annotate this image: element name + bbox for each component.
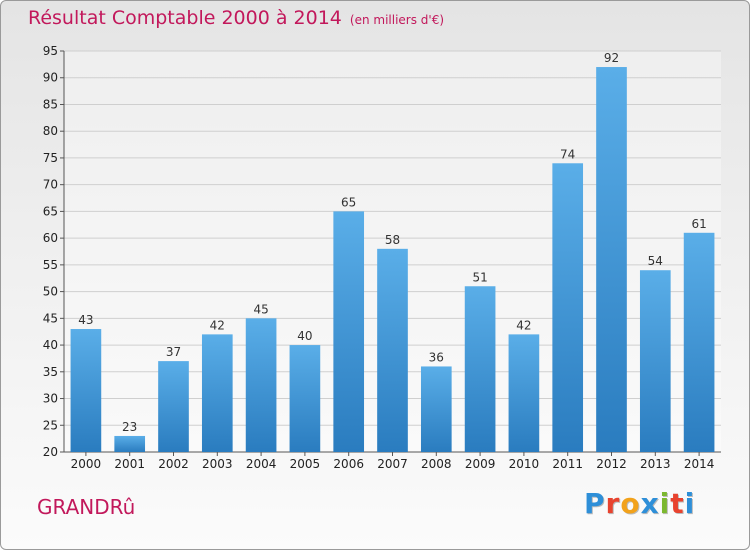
bar-2012 [596,67,627,452]
x-tick-label-2001: 2001 [114,457,145,471]
y-tick-label-95: 95 [43,44,58,58]
y-tick-label-90: 90 [43,71,58,85]
logo-letter: i [684,487,696,520]
bar-2005 [289,345,321,452]
x-tick-label-2013: 2013 [640,457,671,471]
value-label-2011: 74 [560,147,575,161]
value-label-2008: 36 [429,350,444,364]
value-label-2000: 43 [78,313,93,327]
bar-2001 [114,435,146,452]
value-label-2001: 23 [122,420,137,434]
bar-2004 [245,318,277,452]
value-label-2005: 40 [297,329,312,343]
y-tick-label-80: 80 [43,124,58,138]
logo-letter: i [659,487,671,520]
chart-title: Résultat Comptable 2000 à 2014 (en millie… [28,7,444,29]
x-tick-label-2002: 2002 [158,457,189,471]
y-tick-label-35: 35 [43,365,58,379]
value-label-2007: 58 [385,233,400,247]
bar-2009 [464,286,496,452]
bar-2008 [420,366,452,452]
logo-letter: t [670,487,685,520]
commune-name: GRANDRû [37,495,136,519]
bar-2002 [158,361,189,452]
bar-2006 [333,211,365,452]
value-label-2010: 42 [516,318,531,332]
y-tick-label-60: 60 [43,231,58,245]
x-tick-label-2004: 2004 [246,457,277,471]
proxiti-logo: Proxiti [584,487,695,520]
x-tick-label-2003: 2003 [202,457,233,471]
value-label-2004: 45 [253,302,268,316]
x-tick-label-2009: 2009 [465,457,496,471]
y-tick-label-85: 85 [43,97,58,111]
value-label-2002: 37 [166,345,181,359]
chart-title-text: Résultat Comptable 2000 à 2014 [28,7,342,29]
x-tick-label-2000: 2000 [71,457,102,471]
bar-2013 [639,270,671,452]
x-tick-label-2010: 2010 [509,457,540,471]
bar-2010 [508,334,540,452]
x-tick-label-2011: 2011 [552,457,583,471]
x-tick-label-2007: 2007 [377,457,408,471]
bar-2014 [683,232,715,452]
y-tick-label-65: 65 [43,204,58,218]
value-label-2009: 51 [472,270,487,284]
y-tick-label-55: 55 [43,258,58,272]
x-tick-label-2012: 2012 [596,457,627,471]
logo-letter: P [584,487,606,520]
x-tick-label-2008: 2008 [421,457,452,471]
chart-subtitle: (en milliers d'€) [349,13,445,27]
bar-2000 [70,329,102,452]
x-tick-label-2006: 2006 [333,457,364,471]
y-tick-label-70: 70 [43,178,58,192]
value-label-2014: 61 [691,217,706,231]
y-tick-label-75: 75 [43,151,58,165]
x-tick-label-2014: 2014 [684,457,715,471]
y-tick-label-20: 20 [43,445,58,459]
bar-2007 [377,248,408,452]
value-label-2013: 54 [648,254,663,268]
y-tick-label-45: 45 [43,311,58,325]
bar-2003 [201,334,233,452]
y-tick-label-40: 40 [43,338,58,352]
y-tick-label-30: 30 [43,392,58,406]
value-label-2006: 65 [341,195,356,209]
logo-letter: r [605,487,621,520]
value-label-2012: 92 [604,51,619,65]
value-label-2003: 42 [210,318,225,332]
logo-letter: o [620,487,641,520]
logo-letter: x [640,487,660,520]
x-tick-label-2005: 2005 [290,457,321,471]
y-tick-label-50: 50 [43,285,58,299]
y-tick-label-25: 25 [43,418,58,432]
bar-2011 [552,163,584,452]
